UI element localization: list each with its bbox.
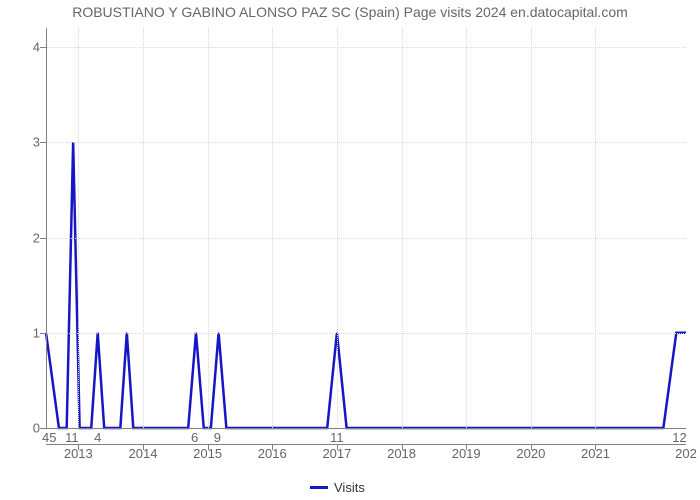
gridline-v (337, 28, 338, 428)
baseline (46, 428, 686, 429)
x-axis-line (46, 444, 686, 445)
y-tick-label: 2 (33, 230, 40, 245)
value-label: 11 (65, 430, 79, 445)
gridline-v (78, 28, 79, 428)
legend: Visits (310, 480, 365, 495)
visits-chart: ROBUSTIANO Y GABINO ALONSO PAZ SC (Spain… (0, 0, 700, 500)
value-label: 11 (330, 430, 344, 445)
gridline-v (466, 28, 467, 428)
gridline-v (402, 28, 403, 428)
gridline-v (208, 28, 209, 428)
gridline-v (531, 28, 532, 428)
y-axis-line (46, 28, 47, 428)
y-tick-label: 0 (33, 421, 40, 436)
y-tick-label: 1 (33, 325, 40, 340)
value-label: 9 (214, 430, 221, 445)
y-tick-label: 4 (33, 40, 40, 55)
value-label: 6 (191, 430, 198, 445)
gridline-v (143, 28, 144, 428)
chart-title: ROBUSTIANO Y GABINO ALONSO PAZ SC (Spain… (0, 4, 700, 20)
value-label: 12 (672, 430, 686, 445)
gridline-v (272, 28, 273, 428)
value-label: 45 (42, 430, 56, 445)
plot-area: 0123420132014201520162017201820192020202… (46, 28, 686, 428)
x-tick-label-edge: 202 (675, 446, 697, 461)
gridline-v (595, 28, 596, 428)
y-tick-label: 3 (33, 135, 40, 150)
value-label: 4 (94, 430, 101, 445)
legend-swatch (310, 486, 328, 489)
legend-label: Visits (334, 480, 365, 495)
